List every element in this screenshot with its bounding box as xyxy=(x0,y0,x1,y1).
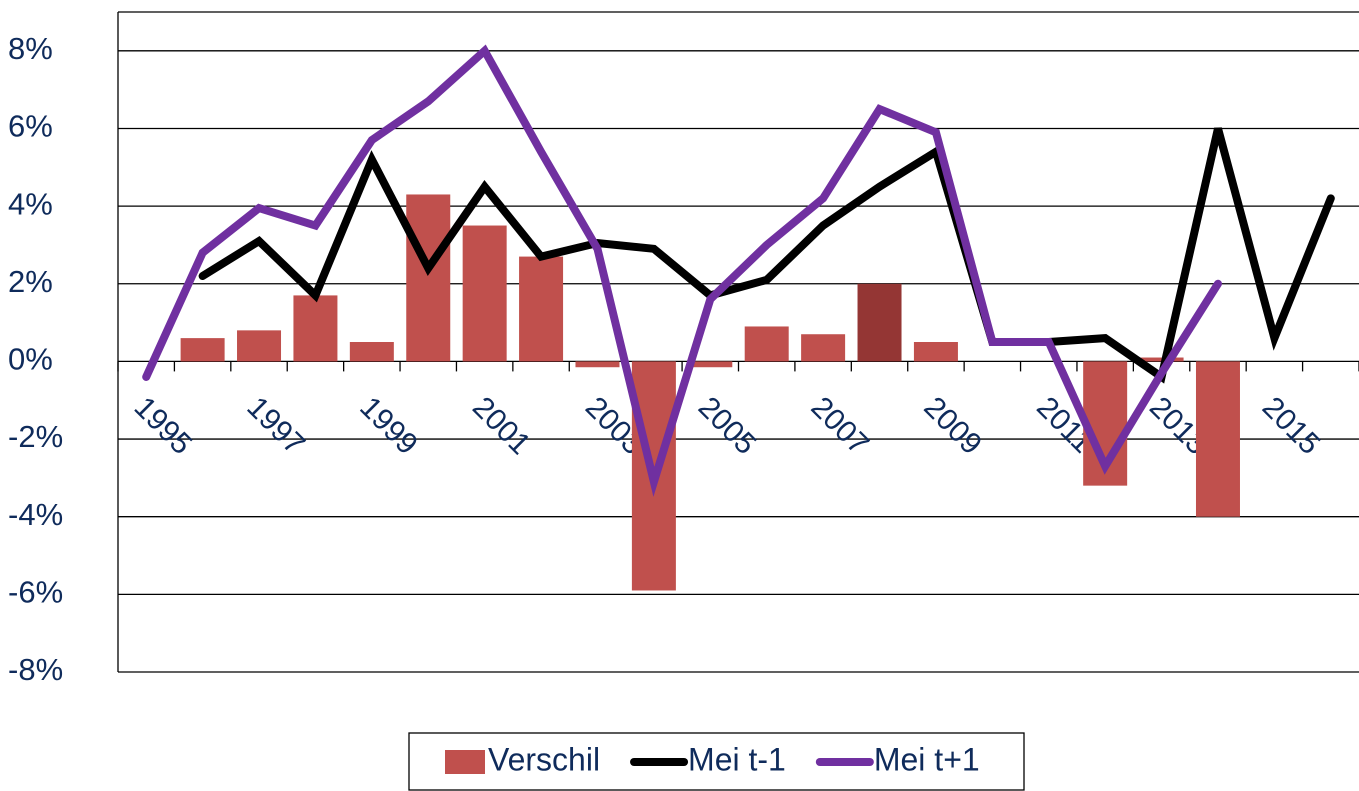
x-tick-label: 1999 xyxy=(353,391,424,462)
legend-box xyxy=(408,732,1025,791)
legend-label: Mei t-1 xyxy=(688,741,786,777)
x-tick-label: 1997 xyxy=(240,391,311,462)
line-series xyxy=(198,127,1335,384)
legend-swatch xyxy=(445,750,485,774)
line-series xyxy=(142,44,1222,497)
x-tick-label: 2015 xyxy=(1256,391,1327,462)
y-tick-label: -8% xyxy=(8,652,63,687)
x-tick-label: 2005 xyxy=(692,391,763,462)
bar xyxy=(1195,361,1240,517)
y-tick-label: 6% xyxy=(8,109,53,144)
bar xyxy=(293,295,338,362)
bar xyxy=(744,326,789,362)
y-tick-label: -6% xyxy=(8,575,63,610)
bar xyxy=(519,256,564,362)
bar xyxy=(180,338,225,362)
bar xyxy=(857,283,902,362)
bar xyxy=(913,342,958,362)
y-tick-label: 0% xyxy=(8,342,53,377)
legend-label: Mei t+1 xyxy=(874,741,980,777)
bar xyxy=(237,330,282,362)
legend-label: Verschil xyxy=(488,741,600,777)
bar xyxy=(406,194,451,362)
x-tick-label: 2009 xyxy=(917,391,988,462)
bar xyxy=(688,361,733,368)
y-tick-label: 4% xyxy=(8,186,53,221)
y-tick-label: 8% xyxy=(8,31,53,66)
legend: Verschil Mei t-1 Mei t+1 xyxy=(408,732,1025,791)
bar xyxy=(801,334,846,362)
y-tick-label: 2% xyxy=(8,264,53,299)
x-tick-label: 2001 xyxy=(466,391,537,462)
bar xyxy=(349,342,394,362)
y-tick-label: -2% xyxy=(8,419,63,454)
x-tick-label: 2007 xyxy=(805,391,876,462)
y-tick-label: -4% xyxy=(8,497,63,532)
x-tick-label: 1995 xyxy=(128,391,199,462)
bar xyxy=(462,225,507,362)
bar xyxy=(575,361,620,368)
